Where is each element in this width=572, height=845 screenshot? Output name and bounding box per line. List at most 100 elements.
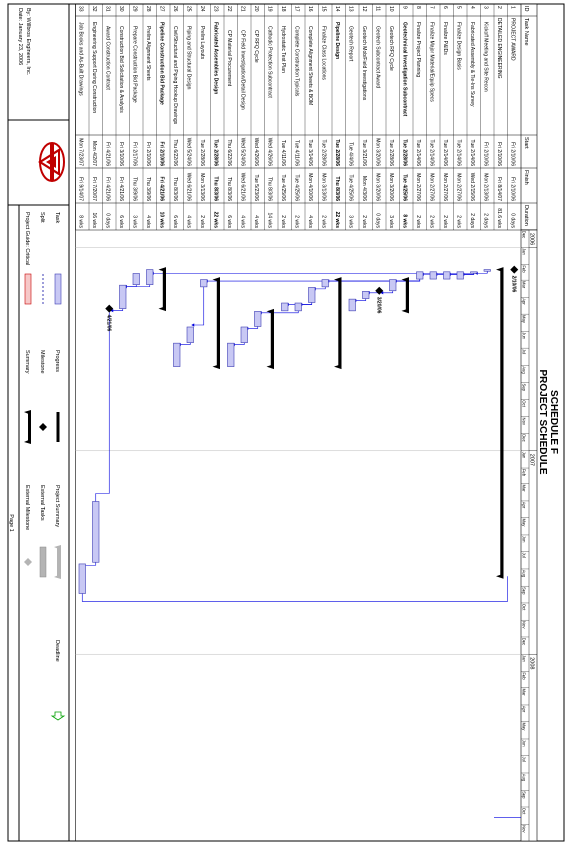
month-label: Aug <box>522 366 527 374</box>
task-start: Tue 2/14/06 <box>429 139 435 166</box>
table-row: 7 Finalize Major Material/Equip Specs Tue … <box>429 6 435 228</box>
month-label: May <box>522 518 527 527</box>
legend-swatch-milestone <box>39 423 47 431</box>
task-duration: 3 wks <box>348 215 354 228</box>
table-header-4: Duration <box>523 205 529 226</box>
task-finish: Mon 3/20/06 <box>388 173 394 201</box>
month-label: Mar <box>522 484 527 492</box>
task-name: PROJECT AWARD <box>510 18 516 61</box>
dependency-link <box>179 342 191 345</box>
legend-label: Deadline <box>54 640 60 662</box>
task-id: 11 <box>375 6 381 11</box>
task-id: 14 <box>334 6 340 12</box>
task-start: Tue 2/28/06 <box>199 139 205 166</box>
legend-item-progress: Progress <box>54 350 60 442</box>
task-name: Finalize Design Basis <box>456 22 462 70</box>
table-row: 32 Engineering Support During Constructio… <box>91 6 97 228</box>
task-duration: 22 wks <box>213 212 219 229</box>
task-finish: Tue 4/25/06 <box>294 174 300 201</box>
table-row: 23 Fabricated Assemblies Design Tue 2/28/0… <box>213 6 219 228</box>
task-id: 30 <box>118 6 124 12</box>
task-id: 16 <box>307 6 313 12</box>
task-name: Kickoff Meeting and Site Recon <box>483 22 489 92</box>
table-row: 25 Piping and Structural Design Wed 5/24/0… <box>186 6 192 228</box>
table-row: 9 Geotechnical Investigation Subcontract T… <box>402 6 408 228</box>
legend-swatch-split <box>42 290 44 292</box>
task-start: Fri 2/10/06 <box>145 142 151 166</box>
summary-cap-end <box>334 364 342 370</box>
task-finish: Mon 3/20/06 <box>375 173 381 201</box>
legend-label: Summary <box>24 350 30 374</box>
task-name: Geotechnical Investigation Subcontract <box>402 22 408 117</box>
table-row: 15 Finalize Class Locations Tue 2/28/06 Mon… <box>321 6 327 228</box>
month-label: May <box>522 722 527 731</box>
task-id: 13 <box>348 6 354 12</box>
task-duration: 2 wks <box>415 215 421 228</box>
summary-cap-start <box>496 267 504 273</box>
summary-cap-end <box>401 308 409 314</box>
company-logo <box>38 142 65 182</box>
month-label: Feb <box>522 265 527 273</box>
month-label: Oct <box>522 808 527 815</box>
task-name: DETAILED ENGINEERING <box>496 18 502 79</box>
task-start: Wed 5/24/06 <box>186 138 192 166</box>
task-bar-15 <box>321 279 329 288</box>
task-id: 20 <box>253 6 259 12</box>
task-duration: 4 wks <box>253 215 259 228</box>
legend-label: Project Summary <box>54 485 60 527</box>
legend-swatch-external-tasks <box>39 546 47 578</box>
task-name: Finalize P&IDs <box>442 22 448 55</box>
task-finish: Fri 2/10/06 <box>510 177 516 201</box>
gantt-chart: 2/10/06 3/20/06 4/21/06 <box>78 265 521 818</box>
month-label: Mar <box>522 688 527 696</box>
task-finish: Mon 3/13/06 <box>321 173 327 201</box>
year-label: 2007 <box>529 454 535 466</box>
task-finish: Fri 7/20/07 <box>91 177 97 201</box>
task-id: 6 <box>442 6 448 9</box>
task-duration: 4 wks <box>307 215 313 228</box>
task-id: 9 <box>402 6 408 9</box>
task-finish: Mon 3/13/06 <box>199 173 205 201</box>
legend-label: External Milestone <box>24 485 30 530</box>
milestone-1 <box>510 265 519 274</box>
task-duration: 2 wks <box>361 215 367 228</box>
task-bar-30 <box>119 284 127 309</box>
summary-bar-23 <box>216 279 220 367</box>
month-label: Jun <box>522 332 527 339</box>
task-bar-12 <box>362 291 370 299</box>
summary-cap-start <box>334 277 342 283</box>
table-header-0: ID <box>523 6 529 12</box>
task-finish: Fri 4/21/06 <box>105 177 111 201</box>
task-id: 19 <box>267 6 273 12</box>
task-id: 33 <box>78 6 84 12</box>
legend-swatch-split <box>42 302 44 304</box>
task-finish: Thu 8/3/06 <box>213 177 219 202</box>
task-duration: 2 wks <box>456 215 462 228</box>
summary-cap-start <box>266 308 274 314</box>
task-finish: Thu 8/3/06 <box>267 177 273 201</box>
task-bar-22 <box>227 342 235 367</box>
task-start: Tue 4/11/06 <box>280 140 286 166</box>
task-bar-18 <box>281 302 289 312</box>
task-name: Prelim Alignment Sheets <box>145 26 151 81</box>
task-name: Pipeline Construction Bid Package <box>159 22 165 105</box>
task-id: 31 <box>105 6 111 12</box>
dependency-link <box>260 310 299 314</box>
summary-cap-start <box>212 277 220 283</box>
month-label: Jun <box>522 536 527 543</box>
task-id: 5 <box>456 6 462 9</box>
summary-cap-end <box>266 364 274 370</box>
month-label: Apr <box>522 502 527 509</box>
task-start: Tue 3/14/06 <box>307 139 313 166</box>
task-bar-13 <box>348 298 356 312</box>
task-start: Tue 2/28/06 <box>321 139 327 166</box>
task-name: Geotech Report <box>348 26 354 62</box>
table-row: 10 Geotech RFQ Cycle Tue 2/28/06 Mon 3/20/0… <box>388 6 394 228</box>
task-duration: 0 days <box>375 213 381 228</box>
table-row: 8 Finalize Project Planning Tue 2/14/06 Mon… <box>415 6 421 228</box>
year-label: 2006 <box>529 233 535 245</box>
task-id: 3 <box>483 6 489 9</box>
legend-swatch-split <box>42 298 44 300</box>
month-label: Sep <box>522 587 527 595</box>
